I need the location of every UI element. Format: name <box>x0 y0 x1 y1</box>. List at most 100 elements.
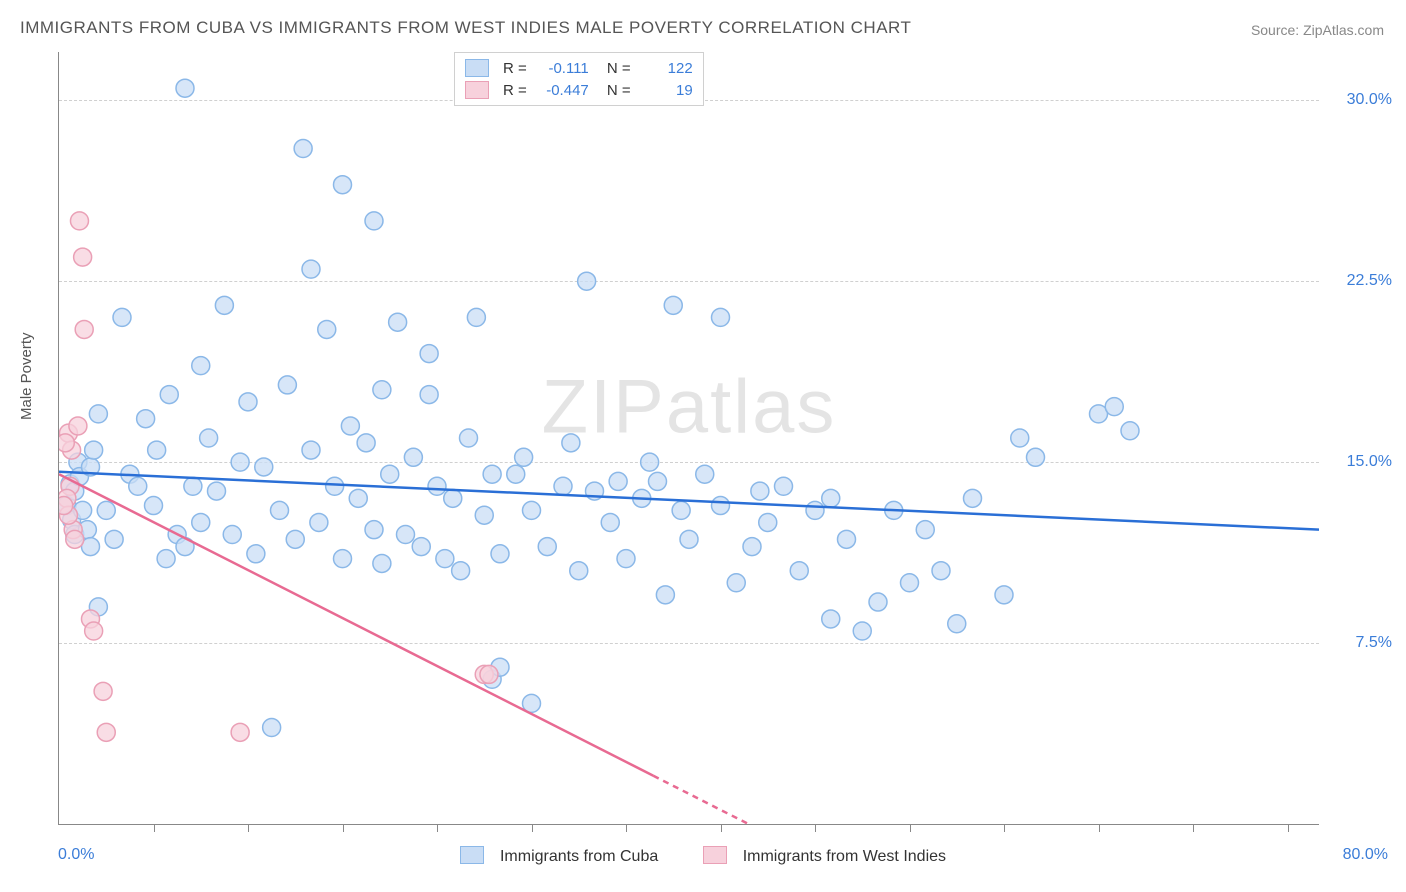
scatter-point <box>452 562 470 580</box>
scatter-point <box>66 530 84 548</box>
scatter-point <box>59 497 73 515</box>
scatter-point <box>428 477 446 495</box>
x-tick <box>1288 824 1289 832</box>
scatter-point <box>137 410 155 428</box>
chart-svg <box>59 52 1319 824</box>
swatch-wi <box>465 81 489 99</box>
scatter-point <box>373 381 391 399</box>
scatter-point <box>822 610 840 628</box>
plot-area: ZIPatlas R = -0.111 N = 122 R = -0.447 N… <box>58 52 1319 825</box>
scatter-point <box>105 530 123 548</box>
scatter-point <box>751 482 769 500</box>
scatter-point <box>759 513 777 531</box>
trend-line <box>59 472 1319 530</box>
scatter-point <box>365 521 383 539</box>
scatter-point <box>790 562 808 580</box>
x-tick <box>1193 824 1194 832</box>
scatter-point <box>239 393 257 411</box>
scatter-point <box>341 417 359 435</box>
scatter-point <box>712 308 730 326</box>
y-tick-label: 30.0% <box>1347 91 1392 109</box>
y-tick-label: 15.0% <box>1347 453 1392 471</box>
scatter-point <box>208 482 226 500</box>
scatter-point <box>231 723 249 741</box>
scatter-point <box>85 622 103 640</box>
x-tick <box>154 824 155 832</box>
scatter-point <box>460 429 478 447</box>
trend-line <box>653 776 748 824</box>
chart-title: IMMIGRANTS FROM CUBA VS IMMIGRANTS FROM … <box>20 18 911 38</box>
scatter-point <box>578 272 596 290</box>
scatter-point <box>964 489 982 507</box>
x-tick <box>532 824 533 832</box>
scatter-point <box>286 530 304 548</box>
scatter-point <box>609 472 627 490</box>
scatter-point <box>649 472 667 490</box>
legend-row-wi: R = -0.447 N = 19 <box>465 79 693 101</box>
scatter-point <box>601 513 619 531</box>
scatter-point <box>869 593 887 611</box>
scatter-point <box>145 497 163 515</box>
scatter-point <box>916 521 934 539</box>
legend-bottom: Immigrants from Cuba Immigrants from Wes… <box>0 846 1406 866</box>
scatter-point <box>664 296 682 314</box>
scatter-point <box>75 320 93 338</box>
scatter-point <box>1105 398 1123 416</box>
scatter-point <box>436 550 454 568</box>
trend-line <box>59 474 653 776</box>
scatter-point <box>334 550 352 568</box>
y-axis-label: Male Poverty <box>18 332 35 420</box>
scatter-point <box>263 719 281 737</box>
legend-item-wi: Immigrants from West Indies <box>693 848 956 865</box>
scatter-point <box>680 530 698 548</box>
r-value-wi: -0.447 <box>535 82 589 99</box>
swatch-cuba-icon <box>460 846 484 864</box>
scatter-point <box>641 453 659 471</box>
n-value-wi: 19 <box>639 82 693 99</box>
scatter-point <box>334 176 352 194</box>
scatter-point <box>727 574 745 592</box>
scatter-point <box>389 313 407 331</box>
scatter-point <box>129 477 147 495</box>
scatter-point <box>59 434 74 452</box>
scatter-point <box>69 417 87 435</box>
scatter-point <box>192 357 210 375</box>
x-tick <box>343 824 344 832</box>
scatter-point <box>231 453 249 471</box>
x-tick <box>437 824 438 832</box>
scatter-point <box>184 477 202 495</box>
scatter-point <box>349 489 367 507</box>
scatter-point <box>357 434 375 452</box>
n-label: N = <box>603 82 631 99</box>
scatter-point <box>806 501 824 519</box>
scatter-point <box>1011 429 1029 447</box>
scatter-point <box>148 441 166 459</box>
x-tick <box>248 824 249 832</box>
scatter-point <box>294 140 312 158</box>
scatter-point <box>656 586 674 604</box>
scatter-point <box>255 458 273 476</box>
scatter-point <box>381 465 399 483</box>
scatter-point <box>491 545 509 563</box>
scatter-point <box>160 386 178 404</box>
x-tick <box>1099 824 1100 832</box>
scatter-point <box>1027 448 1045 466</box>
r-label: R = <box>503 82 527 99</box>
scatter-point <box>302 441 320 459</box>
scatter-point <box>397 526 415 544</box>
scatter-point <box>948 615 966 633</box>
scatter-point <box>554 477 572 495</box>
scatter-point <box>74 248 92 266</box>
scatter-point <box>278 376 296 394</box>
y-tick-label: 22.5% <box>1347 272 1392 290</box>
scatter-point <box>365 212 383 230</box>
scatter-point <box>404 448 422 466</box>
scatter-point <box>853 622 871 640</box>
scatter-point <box>200 429 218 447</box>
x-tick <box>626 824 627 832</box>
scatter-point <box>932 562 950 580</box>
r-value-cuba: -0.111 <box>535 60 589 77</box>
legend-cuba-label: Immigrants from Cuba <box>500 848 658 865</box>
scatter-point <box>223 526 241 544</box>
scatter-point <box>215 296 233 314</box>
